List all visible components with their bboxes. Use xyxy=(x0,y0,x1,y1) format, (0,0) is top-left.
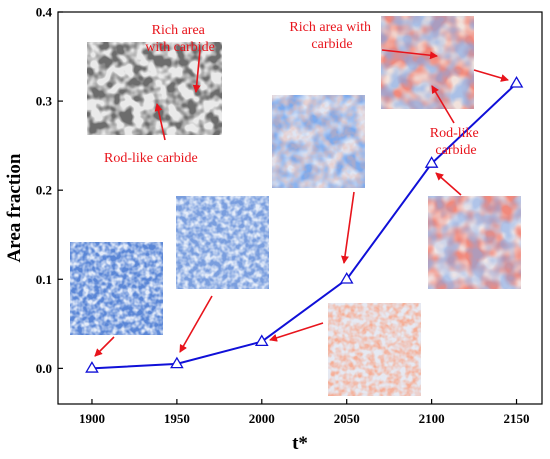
series-line xyxy=(91,82,518,370)
inset-field-2150 xyxy=(381,16,474,109)
inset-field-1950 xyxy=(176,196,269,289)
data-point-marker xyxy=(85,361,99,373)
anno-top-rod-line1: Rod-like xyxy=(430,126,479,141)
inset-sem-micrograph xyxy=(87,42,222,135)
arrow-1950 xyxy=(179,295,213,353)
y-axis-title: Area fraction xyxy=(4,153,25,262)
arrow-top-rich xyxy=(381,49,438,60)
arrow-2050 xyxy=(341,191,355,264)
series-layer xyxy=(85,75,524,373)
data-point-marker xyxy=(170,356,184,369)
arrow-sem-rod xyxy=(154,103,166,141)
y-tick-label: 0.0 xyxy=(36,361,52,376)
x-tick-label: 1900 xyxy=(79,411,105,426)
anno-sem-rich: Rich area with carbide xyxy=(145,23,215,55)
x-tick-label: 1950 xyxy=(164,411,190,426)
anno-top-rich-line2: carbide xyxy=(311,37,352,52)
data-point-marker xyxy=(509,75,524,88)
y-tick-label: 0.1 xyxy=(36,272,52,287)
x-axis: 1900 1950 2000 2050 2100 2150 xyxy=(79,399,530,426)
inset-field-2000 xyxy=(328,303,421,396)
x-tick-label: 2100 xyxy=(419,411,445,426)
inset-images xyxy=(70,16,521,396)
anno-sem-rich-line1: Rich area xyxy=(152,23,206,38)
anno-top-rich-line1: Rich area with xyxy=(289,20,371,35)
arrow-top-rod xyxy=(431,85,455,124)
data-point-marker xyxy=(254,334,269,347)
arrow-2100 xyxy=(435,172,462,196)
arrow-2000 xyxy=(269,322,324,342)
inset-field-2050 xyxy=(272,95,365,188)
anno-sem-rod: Rod-like carbide xyxy=(104,151,198,166)
y-tick-label: 0.2 xyxy=(36,183,52,198)
arrow-2150 xyxy=(473,69,509,82)
x-tick-label: 2150 xyxy=(504,411,530,426)
inset-field-1900 xyxy=(70,242,163,335)
data-point-marker xyxy=(339,271,354,284)
inset-field-2100 xyxy=(428,196,521,289)
arrow-1900 xyxy=(94,336,115,357)
y-tick-label: 0.3 xyxy=(36,94,53,109)
anno-top-rod-line2: carbide xyxy=(435,143,476,158)
arrow-sem-rich xyxy=(192,49,201,93)
data-point-marker xyxy=(424,156,439,168)
plot-frame xyxy=(57,11,543,405)
anno-top-rod: Rod-like carbide xyxy=(430,126,483,158)
x-axis-title: t* xyxy=(292,433,308,454)
y-axis: 0.0 0.1 0.2 0.3 0.4 xyxy=(36,5,63,376)
anno-top-rich: Rich area with carbide xyxy=(289,20,374,52)
annotation-texts: Rich area with carbide Rod-like carbide … xyxy=(104,20,483,166)
x-tick-label: 2000 xyxy=(249,411,275,426)
y-tick-label: 0.4 xyxy=(36,5,53,20)
anno-sem-rich-line2: with carbide xyxy=(145,40,215,55)
x-tick-label: 2050 xyxy=(334,411,360,426)
annotation-arrows xyxy=(94,49,509,357)
